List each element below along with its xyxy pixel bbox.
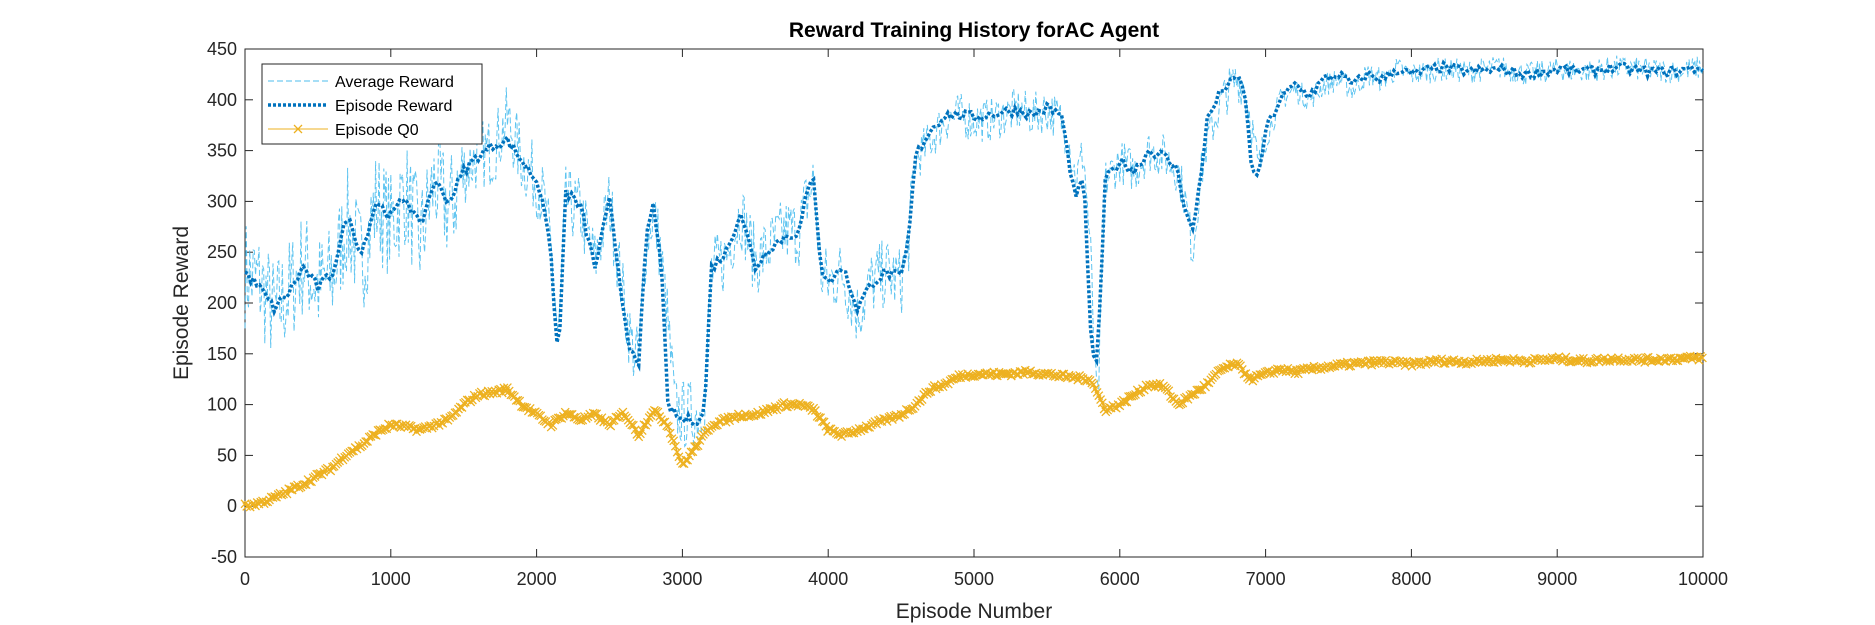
q0-marker bbox=[1125, 391, 1135, 401]
y-tick-label: 300 bbox=[207, 191, 237, 211]
q0-marker bbox=[564, 410, 574, 419]
legend: Average Reward Episode Reward Episode Q0 bbox=[261, 63, 483, 145]
q0-marker bbox=[670, 441, 680, 451]
series-group bbox=[240, 55, 1707, 512]
q0-marker bbox=[1463, 358, 1473, 368]
q0-marker bbox=[1097, 398, 1107, 408]
q0-marker bbox=[590, 409, 600, 419]
q0-marker bbox=[1564, 357, 1574, 367]
y-axis-label: Episode Reward bbox=[170, 226, 193, 380]
y-tick-label: 0 bbox=[227, 496, 237, 516]
q0-marker bbox=[1437, 354, 1447, 364]
q0-marker bbox=[709, 420, 719, 430]
y-tick-label: 450 bbox=[207, 39, 237, 59]
q0-marker bbox=[817, 417, 827, 426]
y-tick-label: -50 bbox=[211, 547, 237, 567]
q0-marker bbox=[966, 372, 976, 381]
q0-marker bbox=[380, 424, 390, 433]
q0-marker bbox=[1500, 355, 1510, 365]
q0-marker bbox=[672, 447, 682, 457]
q0-marker bbox=[735, 412, 745, 422]
q0-marker bbox=[691, 441, 701, 451]
q0-marker bbox=[1195, 385, 1205, 395]
q0-marker bbox=[314, 469, 323, 479]
x-tick-label: 7000 bbox=[1246, 569, 1286, 589]
q0-marker bbox=[515, 396, 525, 406]
q0-marker bbox=[574, 415, 584, 425]
q0-marker bbox=[810, 406, 820, 415]
q0-marker bbox=[553, 413, 563, 423]
y-tick-label: 50 bbox=[217, 445, 237, 465]
x-axis-label: Episode Number bbox=[896, 600, 1052, 623]
q0-marker bbox=[1570, 356, 1580, 366]
series-episode-q0-legend-label: Episode Q0 bbox=[335, 122, 419, 139]
series-average-reward-line bbox=[244, 55, 1704, 449]
q0-marker bbox=[669, 436, 679, 446]
q0-marker bbox=[1255, 370, 1265, 380]
q0-marker bbox=[300, 479, 309, 489]
q0-marker bbox=[788, 400, 798, 409]
x-tick-label: 3000 bbox=[662, 569, 702, 589]
q0-marker bbox=[1676, 353, 1686, 363]
x-tick-label: 4000 bbox=[808, 569, 848, 589]
q0-marker bbox=[1178, 398, 1188, 408]
q0-marker bbox=[924, 387, 934, 397]
q0-marker bbox=[513, 395, 523, 405]
x-tick-label: 5000 bbox=[954, 569, 994, 589]
q0-marker bbox=[548, 420, 558, 430]
q0-marker bbox=[1682, 352, 1692, 362]
plot-area: 0 1000 2000 3000 4000 5000 6000 7000 8000 9000 100… bbox=[207, 39, 1728, 589]
y-tick-label: 100 bbox=[207, 395, 237, 415]
q0-marker bbox=[1145, 380, 1154, 390]
x-tick-label: 9000 bbox=[1537, 569, 1577, 589]
q0-marker bbox=[1608, 355, 1618, 365]
q0-marker bbox=[1640, 357, 1650, 367]
x-tick-label: 6000 bbox=[1100, 569, 1140, 589]
q0-marker bbox=[642, 417, 652, 427]
y-tick-label: 200 bbox=[207, 293, 237, 313]
q0-marker bbox=[1648, 356, 1658, 365]
q0-marker bbox=[628, 420, 638, 430]
q0-marker bbox=[413, 424, 423, 434]
q0-marker bbox=[1124, 392, 1133, 402]
x-tick-label: 1000 bbox=[371, 569, 411, 589]
series-episode-reward-line bbox=[244, 59, 1705, 427]
q0-marker bbox=[1164, 386, 1174, 396]
y-tick-label: 150 bbox=[207, 344, 237, 364]
q0-marker bbox=[1327, 362, 1336, 372]
q0-marker bbox=[1187, 389, 1196, 399]
y-tick-label: 400 bbox=[207, 90, 237, 110]
series-average-reward-legend-label: Average Reward bbox=[335, 74, 454, 91]
y-tick-label: 350 bbox=[207, 141, 237, 161]
series-episode-q0-markers bbox=[240, 351, 1707, 512]
q0-marker bbox=[606, 421, 616, 431]
q0-marker bbox=[665, 428, 675, 438]
q0-marker bbox=[518, 402, 528, 412]
q0-marker bbox=[1048, 371, 1058, 381]
q0-marker bbox=[746, 411, 756, 421]
q0-marker bbox=[1531, 354, 1541, 364]
q0-marker bbox=[1496, 354, 1506, 364]
q0-marker bbox=[1498, 355, 1508, 365]
x-tick-label: 2000 bbox=[517, 569, 557, 589]
q0-marker bbox=[693, 441, 703, 451]
q0-marker bbox=[516, 402, 526, 411]
q0-marker bbox=[1585, 357, 1595, 367]
q0-marker bbox=[637, 426, 647, 436]
q0-marker bbox=[1689, 353, 1699, 362]
x-tick-label: 10000 bbox=[1678, 569, 1728, 589]
series-episode-reward-legend-label: Episode Reward bbox=[335, 98, 452, 115]
q0-marker bbox=[663, 422, 673, 432]
x-tick-label: 8000 bbox=[1391, 569, 1431, 589]
chart-title: Reward Training History forAC Agent bbox=[789, 19, 1159, 42]
q0-marker bbox=[1489, 358, 1499, 368]
q0-marker bbox=[627, 420, 637, 430]
q0-marker bbox=[1225, 359, 1235, 369]
series-episode-q0-legend-marker bbox=[293, 124, 303, 134]
x-tick-label: 0 bbox=[240, 569, 250, 589]
y-tick-label: 250 bbox=[207, 242, 237, 262]
q0-marker bbox=[1697, 353, 1707, 363]
